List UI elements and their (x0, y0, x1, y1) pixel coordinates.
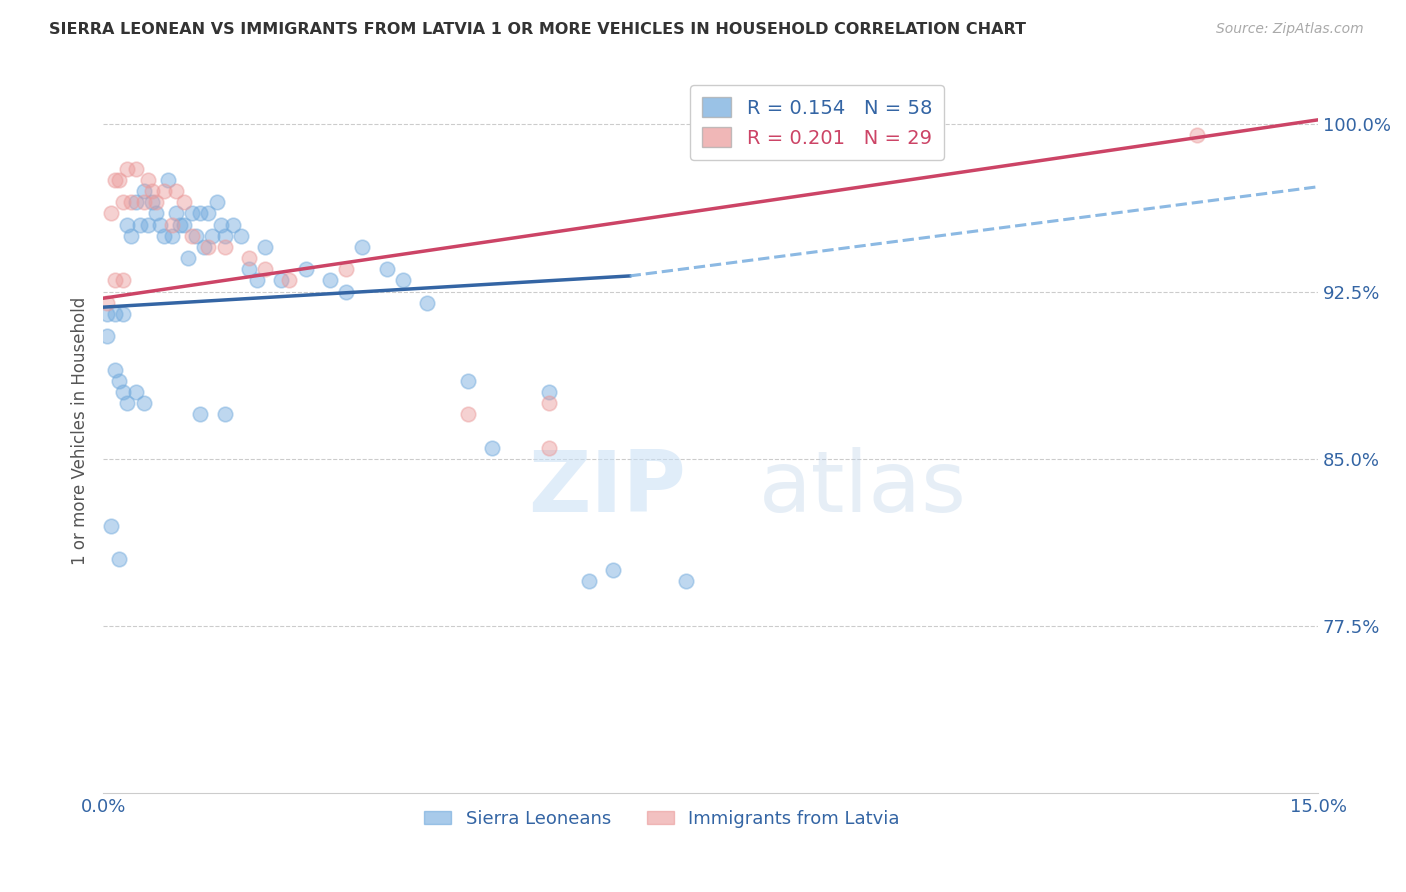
Point (457, 407, 479, 421)
Point (121, 228, 143, 243)
Point (188, 206, 211, 220)
Point (319, 273, 342, 287)
Point (537, 441, 560, 455)
Point (100, 518, 122, 533)
Point (136, 173, 159, 187)
Point (335, 285, 357, 299)
Point (416, 295, 439, 310)
Point (602, 563, 624, 577)
Point (375, 262, 398, 277)
Point (104, 362, 127, 376)
Point (112, 307, 135, 321)
Point (197, 240, 219, 254)
Legend: Sierra Leoneans, Immigrants from Latvia: Sierra Leoneans, Immigrants from Latvia (416, 803, 907, 835)
Text: Source: ZipAtlas.com: Source: ZipAtlas.com (1216, 22, 1364, 37)
Point (457, 374, 479, 388)
Point (128, 218, 150, 232)
Text: ZIP: ZIP (529, 448, 686, 531)
Point (141, 195, 163, 210)
Y-axis label: 1 or more Vehicles in Household: 1 or more Vehicles in Household (72, 297, 89, 565)
Point (188, 407, 211, 421)
Point (117, 161, 139, 176)
Point (181, 228, 204, 243)
Point (238, 251, 260, 265)
Point (121, 195, 143, 210)
Point (537, 396, 560, 410)
Point (222, 218, 245, 232)
Point (177, 251, 200, 265)
Point (578, 574, 600, 589)
Point (112, 384, 135, 399)
Point (96, 295, 118, 310)
Point (205, 195, 228, 210)
Point (160, 228, 183, 243)
Point (229, 228, 252, 243)
Text: atlas: atlas (759, 448, 967, 531)
Point (214, 228, 236, 243)
Point (169, 218, 191, 232)
Point (112, 273, 135, 287)
Point (141, 184, 163, 198)
Point (481, 441, 503, 455)
Point (214, 407, 236, 421)
Point (193, 240, 215, 254)
Point (117, 218, 139, 232)
Point (246, 273, 269, 287)
Point (392, 273, 415, 287)
Point (104, 273, 127, 287)
Point (160, 218, 183, 232)
Point (165, 184, 187, 198)
Point (96, 307, 118, 321)
Point (197, 206, 219, 220)
Point (124, 384, 146, 399)
Point (145, 195, 167, 210)
Point (294, 262, 316, 277)
Point (352, 240, 374, 254)
Point (108, 374, 131, 388)
Point (675, 574, 697, 589)
Point (254, 262, 277, 277)
Point (153, 228, 176, 243)
Point (254, 240, 277, 254)
Point (124, 161, 146, 176)
Point (117, 396, 139, 410)
Point (1185, 128, 1208, 143)
Point (104, 307, 127, 321)
Point (181, 206, 204, 220)
Point (108, 173, 131, 187)
Point (173, 195, 195, 210)
Point (104, 173, 127, 187)
Point (153, 184, 176, 198)
Point (214, 240, 236, 254)
Point (156, 173, 179, 187)
Point (145, 206, 167, 220)
Point (96, 329, 118, 343)
Point (335, 262, 357, 277)
Point (209, 218, 232, 232)
Point (149, 218, 172, 232)
Text: SIERRA LEONEAN VS IMMIGRANTS FROM LATVIA 1 OR MORE VEHICLES IN HOUSEHOLD CORRELA: SIERRA LEONEAN VS IMMIGRANTS FROM LATVIA… (49, 22, 1026, 37)
Point (201, 228, 224, 243)
Point (132, 195, 155, 210)
Point (108, 552, 131, 566)
Point (132, 396, 155, 410)
Point (186, 228, 208, 243)
Point (132, 184, 155, 198)
Point (238, 262, 260, 277)
Point (124, 195, 146, 210)
Point (537, 384, 560, 399)
Point (173, 218, 195, 232)
Point (165, 206, 187, 220)
Point (270, 273, 292, 287)
Point (112, 195, 135, 210)
Point (100, 206, 122, 220)
Point (136, 218, 159, 232)
Point (278, 273, 301, 287)
